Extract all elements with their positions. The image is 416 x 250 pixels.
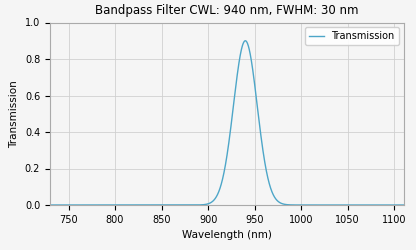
Transmission — [277, 201, 282, 204]
Line: Transmission: Transmission — [50, 41, 404, 205]
Y-axis label: Transmission: Transmission — [9, 80, 19, 148]
Transmission — [260, 143, 265, 146]
X-axis label: Wavelength (nm): Wavelength (nm) — [182, 230, 272, 240]
Transmission — [183, 204, 188, 206]
Legend: Transmission: Transmission — [305, 27, 399, 45]
Transmission — [111, 204, 116, 206]
Transmission — [401, 204, 406, 206]
Title: Bandpass Filter CWL: 940 nm, FWHM: 30 nm: Bandpass Filter CWL: 940 nm, FWHM: 30 nm — [95, 4, 359, 17]
Transmission — [243, 39, 248, 42]
Transmission — [311, 204, 316, 206]
Transmission — [338, 204, 343, 206]
Transmission — [47, 204, 52, 206]
